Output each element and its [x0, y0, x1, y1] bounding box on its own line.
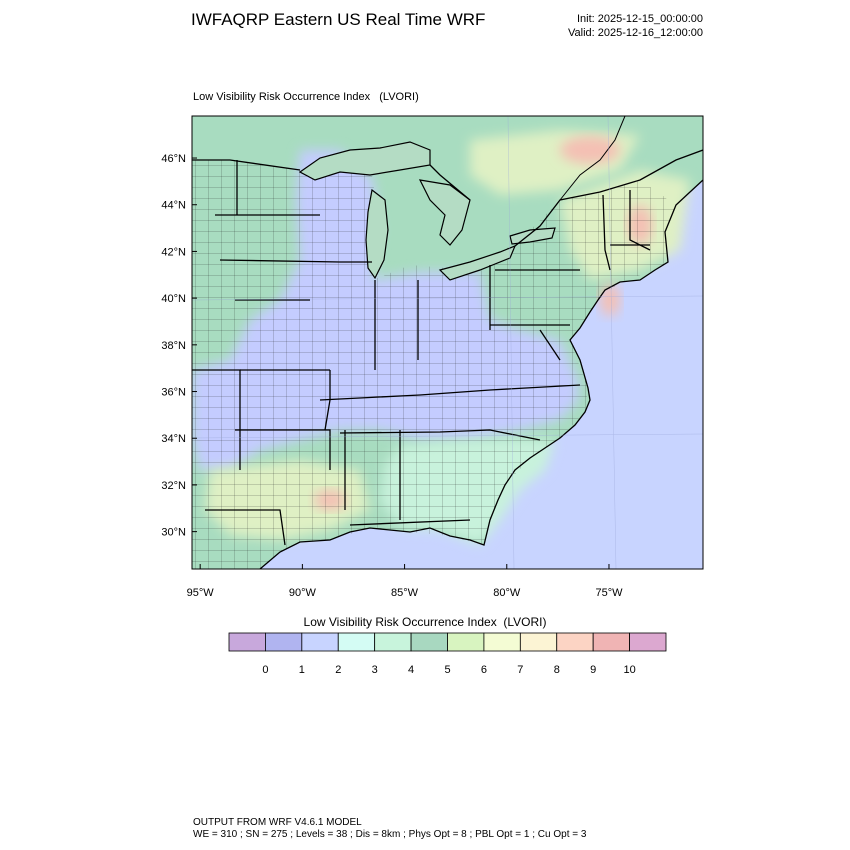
lat-tick-label: 34°N	[161, 433, 186, 445]
lon-tick-label: 85°W	[391, 587, 419, 599]
colorbar-title: Low Visibility Risk Occurrence Index (LV…	[303, 615, 547, 629]
field-title: Low Visibility Risk Occurrence Index (LV…	[193, 91, 419, 103]
colorbar-tick-label: 10	[623, 664, 635, 676]
lake-ontario	[509, 227, 556, 245]
colorbar-swatch	[629, 632, 667, 652]
latitude-axis: 46°N 44°N 42°N 40°N 38°N 36°N 34°N 32°N 30°N	[161, 153, 197, 539]
colorbar-tick-label: 1	[299, 664, 305, 676]
lat-tick-label: 36°N	[161, 387, 186, 399]
lat-tick-label: 46°N	[161, 153, 186, 165]
colorbar-tick-label: 0	[262, 664, 268, 676]
lake-superior	[298, 141, 431, 181]
longitude-axis: 95°W 90°W 85°W 80°W 75°W	[187, 564, 623, 599]
lat-tick-label: 32°N	[161, 480, 186, 492]
colorbar-swatch	[556, 632, 594, 652]
colorbar-swatch	[447, 632, 485, 652]
coastline	[259, 179, 703, 569]
colorbar-tick-label: 9	[590, 664, 596, 676]
graticule	[192, 116, 703, 569]
lat-tick-label: 44°N	[161, 200, 186, 212]
model-info-line: OUTPUT FROM WRF V4.6.1 MODEL	[193, 817, 362, 828]
high-index-spot-canada	[560, 136, 620, 164]
lat-tick-label: 30°N	[161, 527, 186, 539]
init-time: Init: 2025-12-15_00:00:00	[577, 13, 703, 25]
colorbar-swatch	[410, 632, 448, 652]
lake-huron	[418, 179, 471, 246]
colorbar-swatch	[265, 632, 303, 652]
colorbar-tick-label: 6	[481, 664, 487, 676]
main-title: IWFAQRP Eastern US Real Time WRF	[191, 10, 486, 29]
colorbar-tick-label: 8	[554, 664, 560, 676]
colorbar-swatch	[519, 632, 558, 652]
colorbar-swatch	[374, 632, 412, 652]
lat-tick-label: 40°N	[161, 293, 186, 305]
valid-time: Valid: 2025-12-16_12:00:00	[568, 27, 703, 39]
map-area	[192, 116, 703, 569]
colorbar-swatch	[592, 632, 630, 652]
map-frame	[191, 115, 704, 570]
province-boundary	[559, 116, 626, 201]
colorbar-tick-label: 5	[444, 664, 450, 676]
colorbar-swatch	[483, 632, 521, 652]
great-lakes	[298, 141, 556, 281]
colorbar-swatch	[228, 632, 266, 652]
county-lines	[192, 160, 676, 569]
lat-tick-label: 42°N	[161, 246, 186, 258]
lake-erie	[438, 244, 517, 281]
colorbar-tick-label: 3	[372, 664, 378, 676]
lon-tick-label: 80°W	[493, 587, 521, 599]
international-border	[192, 149, 703, 247]
lon-tick-label: 90°W	[289, 587, 317, 599]
colorbar-tick-label: 7	[517, 664, 523, 676]
lake-michigan	[365, 188, 389, 280]
colorbar-tick-label: 2	[335, 664, 341, 676]
colorbar-swatch	[301, 632, 339, 652]
model-config-line: WE = 310 ; SN = 275 ; Levels = 38 ; Dis …	[193, 829, 587, 840]
lon-tick-label: 95°W	[187, 587, 215, 599]
lat-tick-label: 38°N	[161, 340, 186, 352]
state-boundaries	[192, 160, 651, 546]
colorbar-swatch	[337, 632, 376, 652]
colorbar: 0 1 2 3 4 5 6 7 8 9 10	[228, 632, 667, 676]
lon-tick-label: 75°W	[595, 587, 623, 599]
colorbar-tick-label: 4	[408, 664, 414, 676]
